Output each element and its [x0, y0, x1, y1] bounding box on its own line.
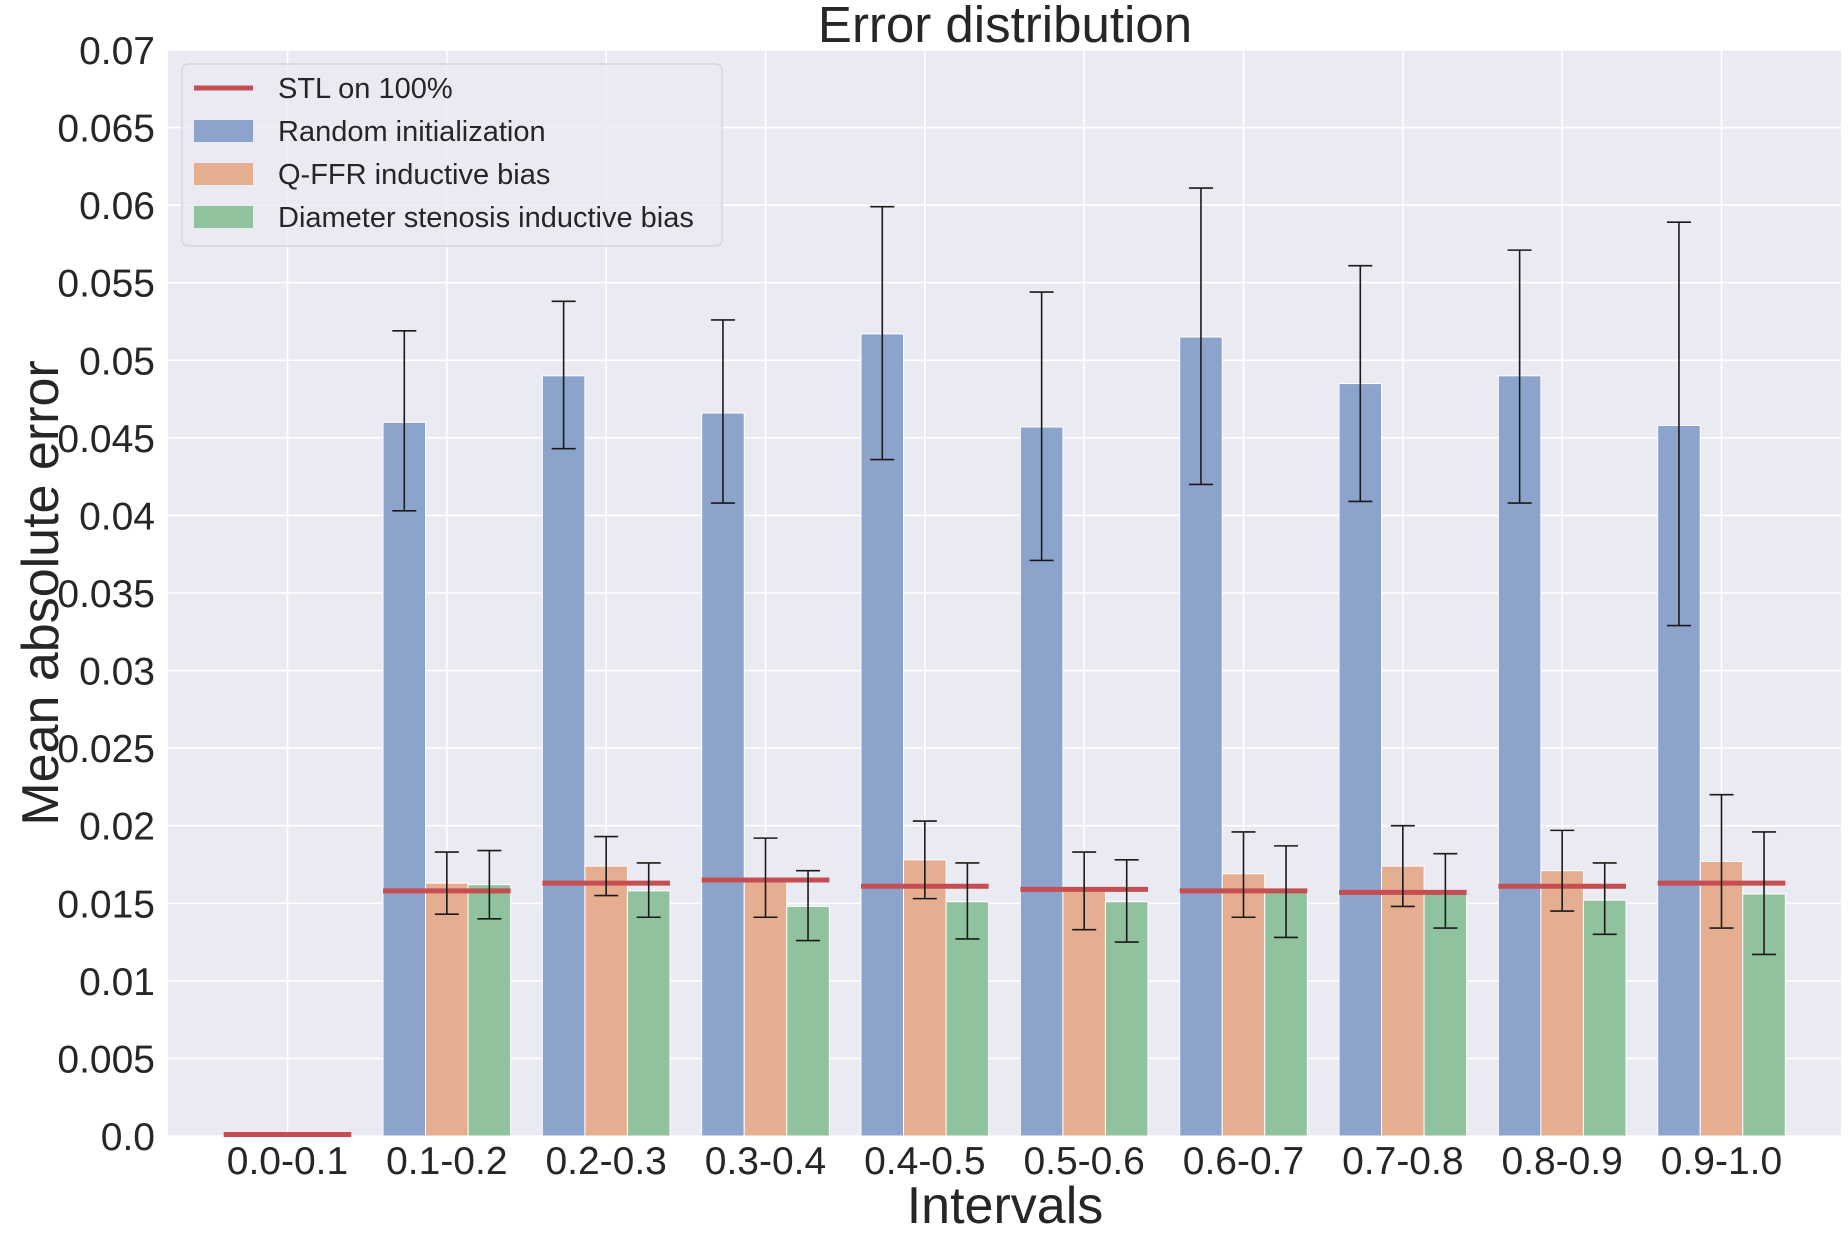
legend-label: Diameter stenosis inductive bias [278, 202, 694, 234]
y-tick-label: 0.005 [57, 1038, 155, 1081]
x-tick-label: 0.6-0.7 [1183, 1140, 1304, 1183]
bar [626, 890, 671, 1137]
bar [786, 905, 830, 1137]
y-tick-label: 0.01 [79, 961, 155, 1004]
x-tick-label: 0.9-1.0 [1661, 1140, 1782, 1183]
bar [1540, 870, 1584, 1137]
legend: STL on 100% Random initialization Q-FFR in… [181, 63, 723, 247]
error-bars [392, 187, 1777, 956]
bar [541, 375, 586, 1137]
x-tick-label: 0.7-0.8 [1342, 1140, 1463, 1183]
bar [1338, 383, 1383, 1137]
bar [860, 333, 905, 1137]
x-tick-label: 0.3-0.4 [705, 1140, 826, 1183]
bar [945, 901, 990, 1137]
bar [1582, 899, 1627, 1137]
y-tick-label: 0.05 [79, 340, 155, 383]
legend-swatch [194, 206, 253, 228]
bars [382, 333, 1786, 1137]
y-tick-label: 0.07 [79, 30, 155, 73]
x-tick-label: 0.8-0.9 [1501, 1140, 1622, 1183]
legend-box [181, 63, 723, 247]
y-tick-label: 0.065 [57, 108, 155, 151]
y-tick-label: 0.04 [79, 495, 155, 538]
chart-title: Error distribution [818, 0, 1192, 53]
y-tick-label: 0.055 [57, 263, 155, 306]
x-tick-label: 0.2-0.3 [545, 1140, 666, 1183]
y-tick-label: 0.03 [79, 651, 155, 694]
x-tick-label: 0.4-0.5 [864, 1140, 985, 1183]
y-tick-label: 0.02 [79, 806, 155, 849]
legend-swatch [194, 120, 253, 142]
bar [1423, 890, 1468, 1137]
y-tick-labels: 0.0 0.005 0.01 0.015 0.02 0.025 0.03 0.035 0.04 0… [57, 30, 155, 1159]
legend-label: STL on 100% [278, 73, 453, 105]
y-tick-label: 0.06 [79, 185, 155, 228]
bar [701, 412, 745, 1137]
y-tick-label: 0.025 [57, 728, 155, 771]
y-tick-label: 0.045 [57, 418, 155, 461]
legend-label: Q-FFR inductive bias [278, 159, 550, 191]
y-tick-label: 0.0 [101, 1116, 155, 1159]
legend-swatch [194, 163, 253, 185]
x-axis-label: Intervals [907, 1177, 1104, 1235]
bar [425, 882, 469, 1137]
y-tick-label: 0.015 [57, 883, 155, 926]
x-tick-label: 0.5-0.6 [1023, 1140, 1144, 1183]
y-axis-label: Mean absolute error [12, 360, 70, 825]
x-tick-label: 0.0-0.1 [227, 1140, 348, 1183]
bar [382, 421, 427, 1137]
bar [743, 877, 788, 1137]
y-tick-label: 0.035 [57, 573, 155, 616]
bar [903, 859, 947, 1137]
bar [1381, 865, 1425, 1137]
legend-label: Random initialization [278, 116, 546, 148]
bar [467, 884, 512, 1137]
x-tick-labels: 0.0-0.1 0.1-0.2 0.2-0.3 0.3-0.4 0.4-0.5 0.5-0… [227, 1140, 1782, 1183]
bar [584, 865, 628, 1137]
x-tick-label: 0.1-0.2 [386, 1140, 507, 1183]
